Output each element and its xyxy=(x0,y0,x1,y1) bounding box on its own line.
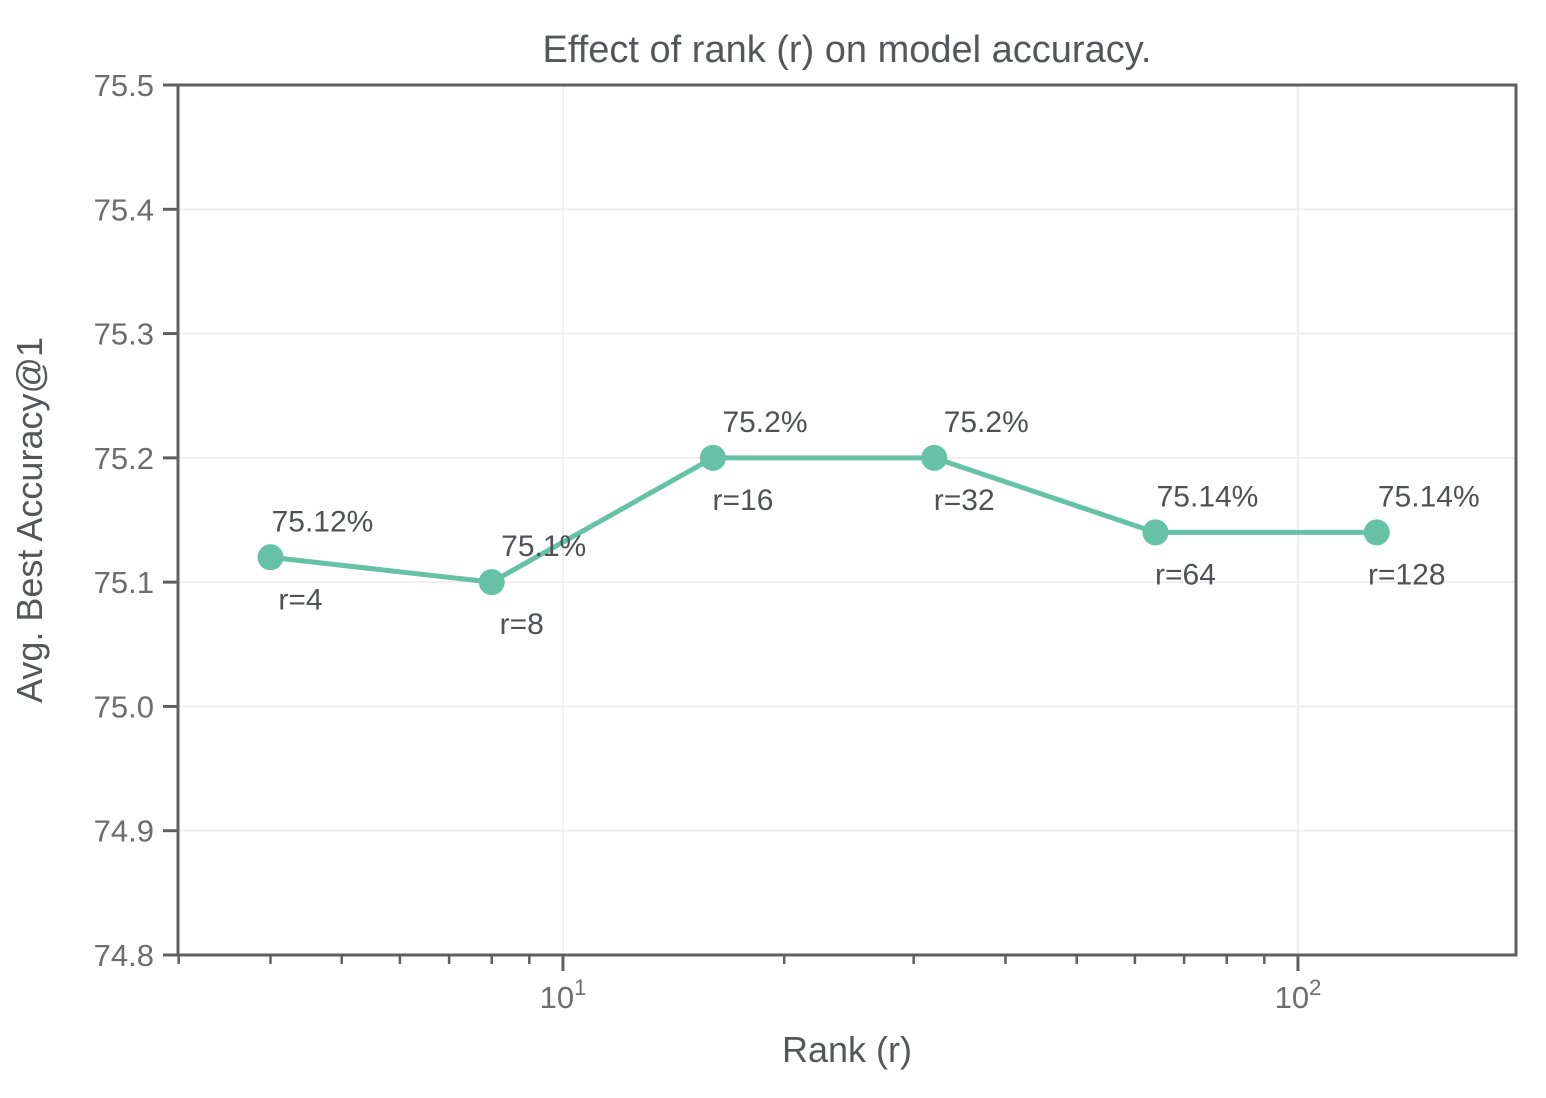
value-label: 75.14% xyxy=(1378,480,1480,513)
data-point-marker xyxy=(1363,519,1390,546)
x-axis-label: Rank (r) xyxy=(782,1029,912,1070)
plot-border xyxy=(176,83,1518,957)
data-point-marker xyxy=(478,569,505,596)
x-tick-label: 101 xyxy=(540,975,587,1015)
value-label: 75.1% xyxy=(501,530,586,563)
grid-layer xyxy=(178,84,1516,956)
rank-label: r=128 xyxy=(1368,558,1446,591)
y-tick-label: 75.3 xyxy=(94,317,154,352)
series-layer xyxy=(257,444,1390,596)
value-label: 75.12% xyxy=(272,505,374,538)
rank-label: r=64 xyxy=(1155,558,1216,591)
data-point-marker xyxy=(257,544,284,571)
y-tick-label: 74.8 xyxy=(94,938,154,973)
y-tick-label: 75.5 xyxy=(94,68,154,103)
data-point-marker xyxy=(699,444,726,471)
y-tick-label: 74.9 xyxy=(94,814,154,849)
y-axis-label: Avg. Best Accuracy@1 xyxy=(9,337,50,703)
data-point-marker xyxy=(1142,519,1169,546)
rank-label: r=32 xyxy=(934,484,995,517)
x-tick-label: 102 xyxy=(1275,975,1322,1015)
rank-label: r=16 xyxy=(713,484,774,517)
y-tick-label: 75.0 xyxy=(94,689,154,724)
rank-label: r=8 xyxy=(500,608,544,641)
y-tick-label: 75.4 xyxy=(94,192,154,227)
value-label: 75.14% xyxy=(1157,480,1259,513)
rank-label: r=4 xyxy=(278,583,322,616)
value-label: 75.2% xyxy=(722,406,807,439)
chart-title: Effect of rank (r) on model accuracy. xyxy=(543,29,1152,71)
annotation-layer: 75.12% r=4 75.1% r=8 75.2% r=16 75.2% r=32 75.14… xyxy=(272,406,1480,641)
y-tick-label: 75.1 xyxy=(94,565,154,600)
data-point-marker xyxy=(921,444,948,471)
tick-layer: 74.8 74.9 75.0 75.1 75.2 75.3 75.4 75.5 101 102 xyxy=(94,68,1322,1015)
y-tick-label: 75.2 xyxy=(94,441,154,476)
value-label: 75.2% xyxy=(944,406,1029,439)
series-line xyxy=(270,455,1377,585)
